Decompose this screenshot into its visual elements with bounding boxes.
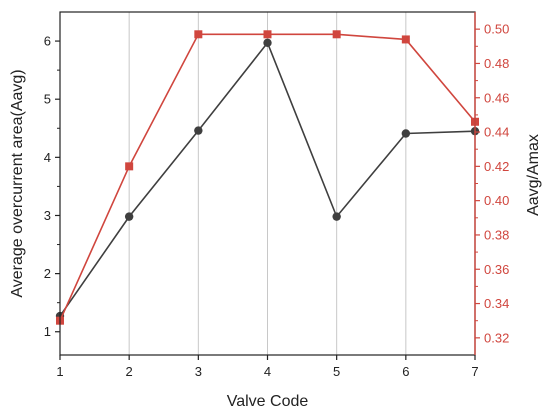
y-left-tick-label: 6 (44, 34, 51, 49)
y-right-tick-label: 0.48 (484, 56, 509, 71)
x-axis-title: Valve Code (227, 393, 309, 410)
y-right-tick-label: 0.44 (484, 125, 509, 140)
y-right-tick-label: 0.34 (484, 296, 509, 311)
series-right-point (263, 30, 272, 39)
x-tick-label: 3 (195, 364, 202, 379)
series-left-point (263, 38, 272, 48)
x-axis: 1 2 3 4 5 6 7 (56, 355, 479, 379)
y-axis-left-title: Average overcurrent area(Aavg) (9, 69, 26, 297)
y-right-tick-label: 0.36 (484, 262, 509, 277)
y-right-tick-label: 0.32 (484, 330, 509, 345)
x-tick-label: 6 (402, 364, 409, 379)
y-right-tick-label: 0.50 (484, 22, 509, 37)
y-left-tick-label: 2 (44, 266, 51, 281)
y-axis-right-title: Aavg/Amax (525, 134, 542, 216)
x-tick-label: 5 (333, 364, 340, 379)
y-axis-left: 1 2 3 4 5 6 (44, 34, 60, 339)
x-tick-label: 2 (126, 364, 133, 379)
x-tick-label: 4 (264, 364, 271, 379)
y-left-tick-label: 3 (44, 208, 51, 223)
y-axis-right: 0.32 0.34 0.36 0.38 0.40 0.42 0.44 0.46 0.48 0.50 (474, 12, 509, 355)
y-left-tick-label: 4 (44, 150, 51, 165)
series-right-point (194, 30, 203, 39)
series-right-point (125, 162, 134, 171)
series-left-point (194, 126, 203, 135)
y-left-tick-label: 1 (44, 324, 51, 339)
series-left-point (124, 212, 134, 221)
x-tick-label: 1 (56, 364, 63, 379)
series-right-point (332, 30, 341, 39)
x-tick-label: 7 (471, 364, 478, 379)
y-left-tick-label: 5 (44, 92, 51, 107)
series-right-point (401, 35, 410, 44)
y-right-tick-label: 0.46 (484, 90, 509, 105)
y-right-tick-label: 0.40 (484, 193, 509, 208)
series-left-point (332, 212, 341, 221)
series-left-point (401, 129, 411, 138)
y-right-tick-label: 0.42 (484, 159, 509, 174)
y-right-tick-label: 0.38 (484, 227, 509, 242)
